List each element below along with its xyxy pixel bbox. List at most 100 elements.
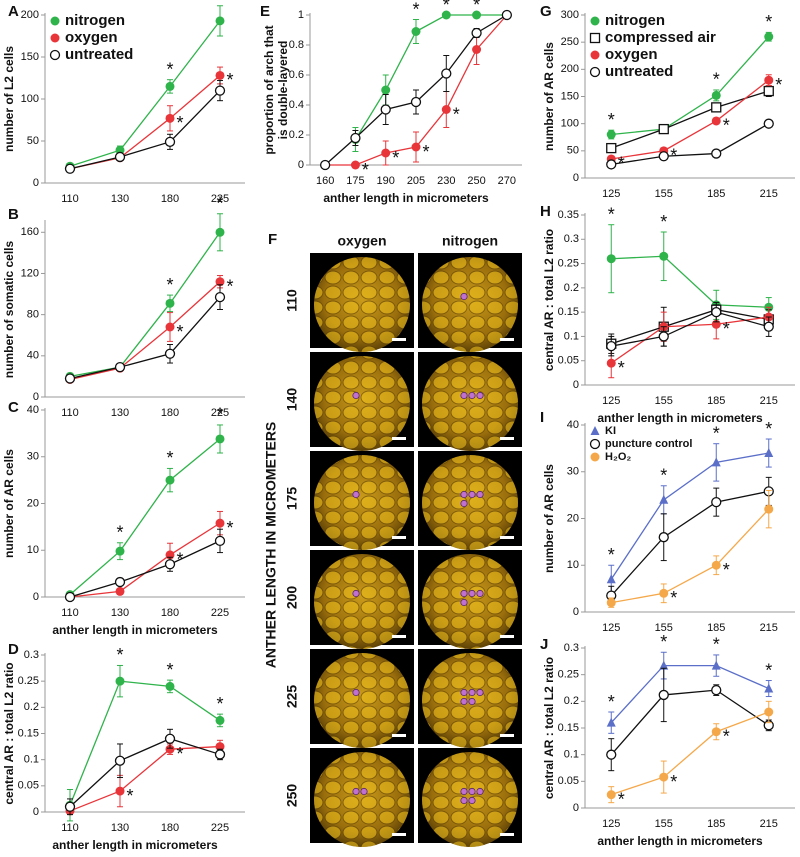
marker xyxy=(215,16,225,26)
chart-panel: E 0 0.2 0.4 0.6 0.8 1 160 175 190 205 230 250 270 prop… xyxy=(260,0,522,205)
marker xyxy=(590,426,600,435)
significance-mark: * xyxy=(392,148,399,168)
marker xyxy=(711,727,721,737)
y-axis-label: is double-layered xyxy=(276,41,290,140)
micrograph xyxy=(418,451,522,550)
x-tick-label: 125 xyxy=(602,395,620,407)
marker xyxy=(606,717,616,727)
significance-mark: * xyxy=(713,70,720,90)
panel-label: H xyxy=(540,203,551,220)
y-tick-label: 200 xyxy=(561,63,579,75)
y-tick-label: 30 xyxy=(567,466,579,478)
x-tick-label: 215 xyxy=(760,622,778,634)
y-tick-label: 40 xyxy=(27,404,39,416)
micrograph-cells xyxy=(314,653,410,748)
x-tick-label: 180 xyxy=(161,822,179,834)
y-tick-label: 0.05 xyxy=(558,355,579,367)
micrograph xyxy=(418,649,522,748)
marker xyxy=(164,348,176,359)
ar-cell-dot xyxy=(468,796,476,805)
marker xyxy=(590,16,600,26)
x-tick-label: 130 xyxy=(111,607,129,619)
micrograph xyxy=(418,550,522,649)
legend-label: H₂O₂ xyxy=(605,451,631,463)
panel-label: C xyxy=(8,399,19,416)
x-tick-label: 270 xyxy=(498,175,516,187)
y-tick-label: 0.15 xyxy=(558,722,579,734)
x-tick-label: 205 xyxy=(407,175,425,187)
x-tick-label: 185 xyxy=(707,818,725,830)
marker xyxy=(763,321,774,332)
marker xyxy=(764,504,774,514)
y-tick-label: 20 xyxy=(27,497,39,509)
ar-cell-dot xyxy=(460,688,468,697)
y-axis-label: number of L2 cells xyxy=(2,46,16,152)
y-tick-label: 0.2 xyxy=(564,695,579,707)
marker xyxy=(589,32,601,44)
series-line xyxy=(69,738,221,808)
series-line xyxy=(610,664,770,724)
ar-cell-dot xyxy=(360,787,368,796)
micrograph-cells xyxy=(422,356,518,451)
x-tick-label: 110 xyxy=(61,407,79,419)
y-tick-label: 50 xyxy=(567,145,579,157)
y-tick-label: 0 xyxy=(573,379,579,391)
y-tick-label: 0 xyxy=(33,177,39,189)
x-tick-label: 185 xyxy=(707,622,725,634)
y-tick-label: 0.15 xyxy=(558,306,579,318)
ar-cell-dot xyxy=(476,391,484,400)
significance-mark: * xyxy=(412,0,419,19)
marker xyxy=(590,50,600,60)
panel-label: E xyxy=(260,3,270,20)
series-line xyxy=(354,14,507,140)
marker xyxy=(164,136,176,147)
y-tick-label: 0.1 xyxy=(24,754,39,766)
ar-cell-dot xyxy=(476,589,484,598)
marker xyxy=(381,85,391,95)
legend-label: KI xyxy=(605,425,616,437)
panel-label: A xyxy=(8,3,19,20)
marker xyxy=(659,772,669,782)
scale-bar xyxy=(392,734,406,737)
marker xyxy=(165,744,175,754)
x-tick-label: 110 xyxy=(61,822,79,834)
series-line xyxy=(69,90,221,170)
x-axis-label: anther length in micrometers xyxy=(52,623,218,637)
ar-cell-dot xyxy=(460,292,468,301)
x-axis-label: anther length in micrometers xyxy=(52,838,218,852)
x-tick-label: 155 xyxy=(655,395,673,407)
x-tick-label: 180 xyxy=(161,193,179,205)
chart-panel: H 0 0.05 0.1 0.15 0.2 0.25 0.3 0.35 125 155 185 215 c… xyxy=(540,203,795,425)
ar-cell-dot xyxy=(460,796,468,805)
marker xyxy=(214,535,226,547)
marker xyxy=(763,118,774,129)
marker xyxy=(658,123,669,135)
significance-mark: * xyxy=(670,588,677,608)
marker xyxy=(380,104,391,115)
significance-mark: * xyxy=(765,12,772,32)
x-tick-label: 130 xyxy=(111,407,129,419)
x-tick-label: 225 xyxy=(211,193,229,205)
marker xyxy=(214,749,226,760)
significance-mark: * xyxy=(713,635,720,655)
significance-mark: * xyxy=(608,110,615,130)
significance-mark: * xyxy=(618,154,625,174)
significance-mark: * xyxy=(618,789,625,809)
marker xyxy=(764,32,774,42)
marker xyxy=(215,70,225,80)
ar-cell-dot xyxy=(476,490,484,499)
chart-panel: C 0 10 20 30 40 110 130 180 225 number of AR cells… xyxy=(2,399,245,637)
significance-mark: * xyxy=(723,726,730,746)
significance-mark: * xyxy=(216,194,223,214)
ar-cell-dot xyxy=(468,490,476,499)
chart-panel: A 0 50 100 150 200 110 130 180 225 number of L2 ce… xyxy=(2,0,245,205)
y-axis-label: number of AR cells xyxy=(542,42,556,151)
series-line xyxy=(69,281,221,381)
marker xyxy=(350,132,361,144)
y-tick-label: 160 xyxy=(21,226,39,238)
scale-bar xyxy=(500,338,514,341)
marker xyxy=(215,227,225,237)
significance-mark: * xyxy=(723,560,730,580)
micrograph xyxy=(418,748,522,847)
